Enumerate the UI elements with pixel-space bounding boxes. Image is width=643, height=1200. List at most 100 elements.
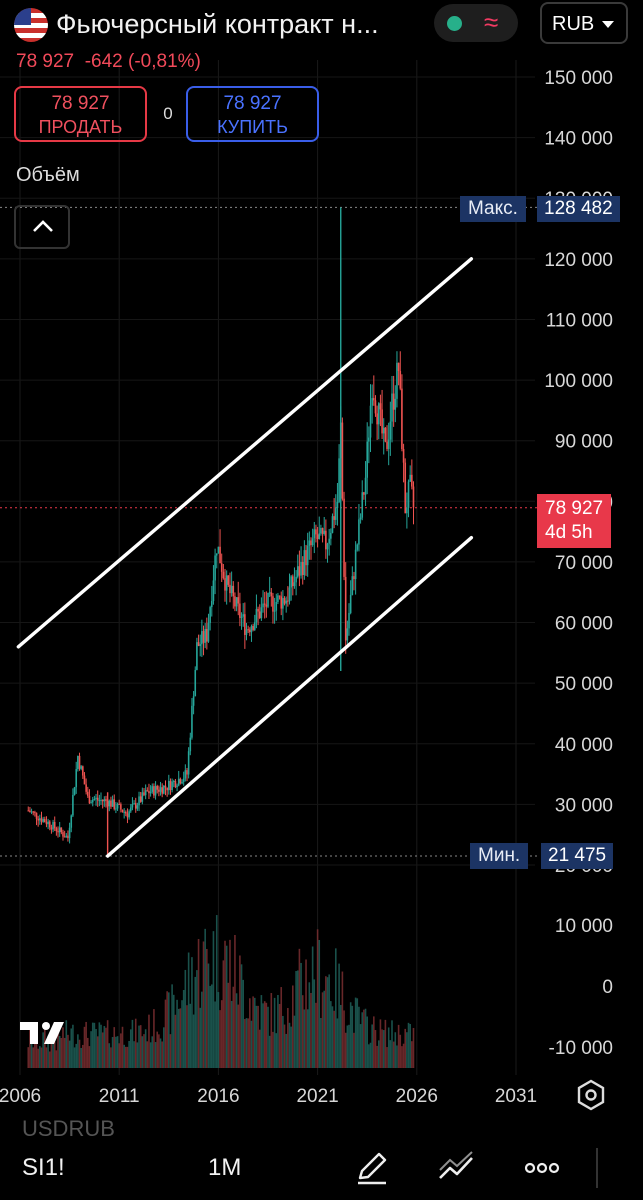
candle-body [220,563,223,572]
candle-body [396,362,398,399]
volume-bar [108,1043,111,1068]
us-flag-icon [14,8,48,42]
trendline-icon[interactable] [436,1148,476,1188]
candle-body [287,600,289,602]
delayed-wave-icon: ≈ [484,7,499,37]
candle-body [91,799,94,803]
volume-indicator-label[interactable]: Объём [16,164,80,186]
volume-bar [389,1040,392,1068]
candle-body [306,545,309,566]
volume-bar [217,992,220,1068]
candle-body [212,580,215,602]
candle-body [82,766,84,776]
candle-body [111,799,114,807]
candle-body [67,835,69,839]
volume-bar [338,963,340,1068]
volume-bar [310,992,312,1068]
candle-body [115,808,117,810]
last-price-tag: 78 927 4d 5h [537,494,611,548]
candle-body [411,474,413,487]
candle-body [192,696,195,706]
volume-bar [158,1034,160,1068]
volume-bar [95,1029,97,1068]
volume-bar [62,1027,64,1068]
candle-body [315,529,317,535]
candle-body [376,413,378,425]
status-pill[interactable]: ≈ [434,4,518,42]
volume-bar [172,994,175,1068]
volume-bar [196,970,198,1068]
currency-select[interactable]: RUB [540,2,628,44]
candle-body [158,789,160,792]
volume-bar [80,1047,82,1068]
volume-bar [207,963,210,1068]
candle-body [197,642,200,646]
price-tick-label: 140 000 [544,129,613,150]
volume-bar [67,1034,69,1068]
tradingview-logo-icon [20,1022,64,1044]
candle-body [311,538,314,546]
volume-bar [58,1036,61,1068]
candle-body [201,631,203,645]
volume-bar [30,1032,33,1068]
sell-button[interactable]: 78 927 ПРОДАТЬ [14,86,147,142]
price-tick-label: 70 000 [555,553,613,574]
candle-body [118,803,120,805]
candle-body [331,516,334,533]
pencil-icon[interactable] [352,1148,392,1188]
volume-bar [280,987,283,1068]
candle-body [263,603,266,605]
volume-bar [163,1027,165,1068]
candle-body [95,797,97,800]
price-tick-label: 100 000 [544,371,613,392]
candle-body [110,800,112,807]
candle-body [62,832,64,837]
volume-bar [245,1018,248,1068]
price-tick-label: 30 000 [555,795,613,816]
candle-body [361,492,364,518]
volume-bar [232,986,235,1068]
candle-body [40,818,43,822]
candle-body [199,644,202,646]
symbol-button[interactable]: SI1! [22,1154,65,1181]
candle-body [184,770,187,779]
volume-bar [343,1010,345,1068]
volume-bar [239,955,241,1068]
volume-bar [358,1006,360,1068]
settings-hexagon-icon[interactable] [574,1078,608,1112]
volume-bar [222,960,225,1068]
last-price-value: 78 927 [545,498,604,519]
time-axis: 2006 2011 2016 2021 2026 2031 [0,1086,537,1107]
candle-body [159,787,162,792]
volume-bar [396,1045,398,1068]
candle-body [265,604,268,607]
volume-bar [42,1032,44,1068]
buy-button[interactable]: 78 927 КУПИТЬ [186,86,319,142]
candle-body [113,799,116,809]
candle-body [156,786,159,790]
volume-bar [305,959,307,1068]
collapse-button[interactable] [14,205,70,249]
candle-body [39,818,41,821]
volume-bar [131,1019,134,1068]
candle-body [181,781,183,784]
timeframe-button[interactable]: 1M [208,1154,242,1181]
volume-bar [118,1043,120,1068]
candle-body [90,802,92,804]
volume-bar [192,1014,195,1068]
instrument-title[interactable]: Фьючерсный контракт н... [56,9,379,39]
candle-body [270,592,273,597]
volume-bar [82,1044,84,1068]
volume-bar [129,1029,132,1068]
candle-body [93,799,96,801]
candle-body [300,562,302,576]
volume-bar [349,1002,352,1068]
toolbar-divider [596,1148,598,1188]
volume-bar [411,1041,413,1068]
volume-bar [123,1044,125,1068]
candle-body [149,791,152,794]
more-icon[interactable] [522,1148,562,1188]
volume-bar [288,1022,291,1068]
candle-body [125,811,127,814]
